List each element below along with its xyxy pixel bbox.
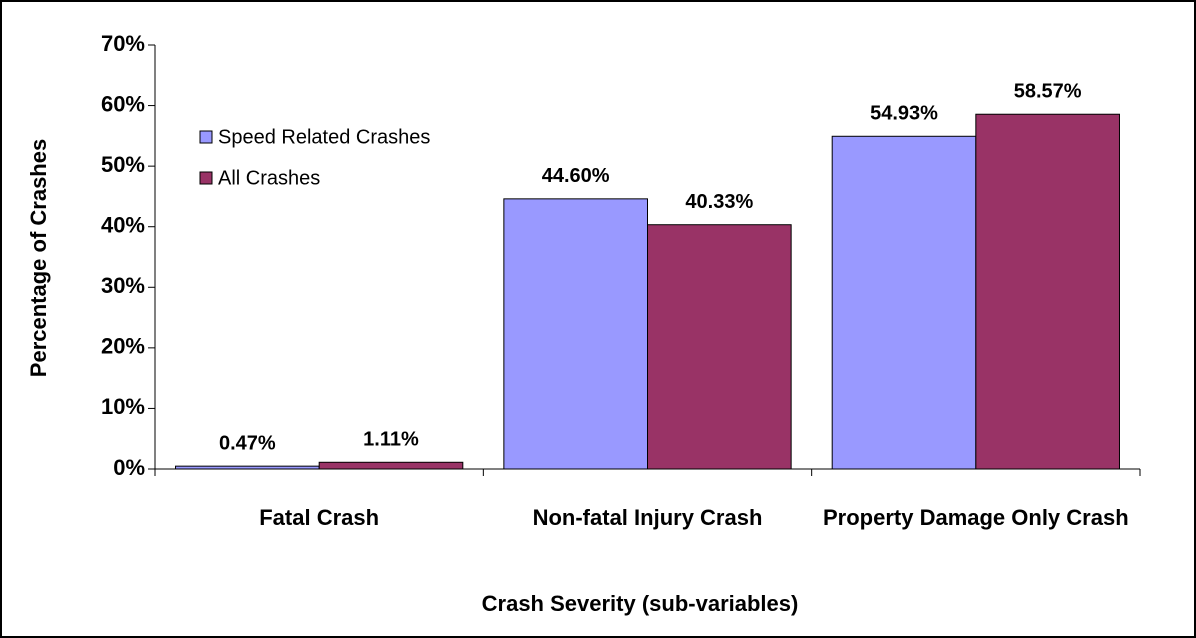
bar <box>318 461 464 470</box>
legend-swatch <box>199 130 213 144</box>
value-label: 40.33% <box>685 191 753 213</box>
bar <box>975 113 1120 470</box>
bar <box>503 198 648 470</box>
y-tick-label: 50% <box>101 152 145 177</box>
bar <box>175 465 320 470</box>
value-label: 44.60% <box>542 165 610 187</box>
legend-label: Speed Related Crashes <box>218 126 430 148</box>
y-tick-label: 0% <box>113 455 145 480</box>
y-tick-label: 40% <box>101 213 145 238</box>
legend-swatch <box>199 171 213 185</box>
y-tick-label: 10% <box>101 394 145 419</box>
y-tick-label: 70% <box>101 31 145 56</box>
value-label: 0.47% <box>219 432 276 454</box>
value-label: 1.11% <box>363 429 419 451</box>
x-tick-label: Property Damage Only Crash <box>822 505 1129 530</box>
bar <box>831 135 977 470</box>
y-tick-label: 30% <box>101 273 145 298</box>
x-axis-title: Crash Severity (sub-variables) <box>482 591 799 616</box>
value-label: 54.93% <box>870 103 938 125</box>
legend-label: All Crashes <box>218 167 320 189</box>
y-axis-title: Percentage of Crashes <box>26 139 51 377</box>
value-label: 58.57% <box>1014 81 1082 103</box>
bar <box>647 224 792 470</box>
x-tick-label: Non-fatal Injury Crash <box>532 505 763 530</box>
y-tick-label: 60% <box>101 91 145 116</box>
y-tick-label: 20% <box>101 334 145 359</box>
x-tick-label: Fatal Crash <box>259 505 380 530</box>
